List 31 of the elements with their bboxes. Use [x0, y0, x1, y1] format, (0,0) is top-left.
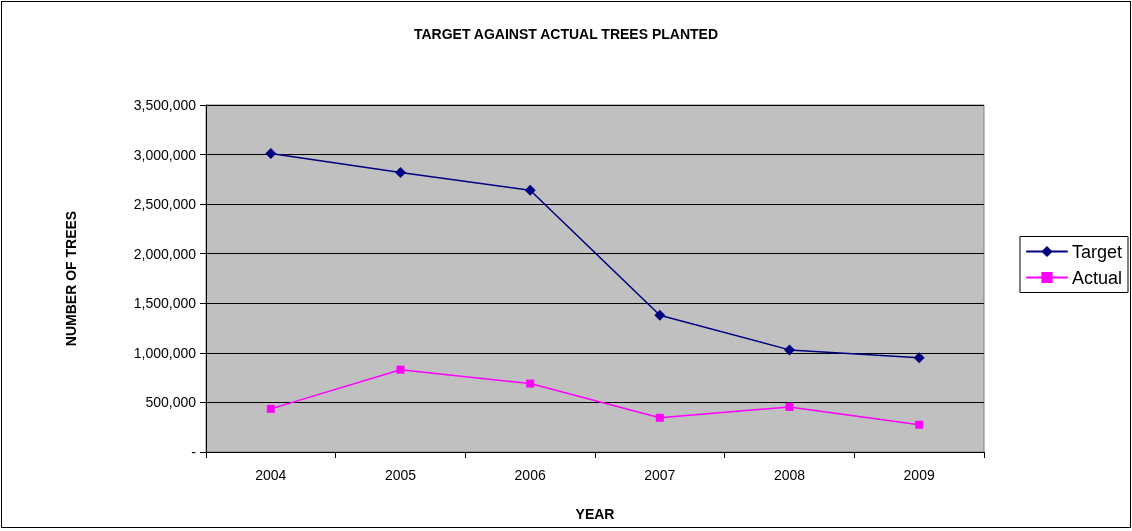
x-tick-label: 2005: [384, 467, 417, 483]
legend-label: Target: [1071, 241, 1122, 262]
y-tick-label: 1,500,000: [133, 295, 197, 312]
y-tick-label: 2,500,000: [133, 196, 197, 213]
x-axis-title: YEAR: [575, 506, 615, 522]
point: [915, 420, 924, 429]
point: [655, 413, 664, 422]
chart-title: TARGET AGAINST ACTUAL TREES PLANTED: [413, 26, 719, 42]
point: [785, 402, 794, 411]
x-tick-label: 2008: [773, 467, 806, 483]
y-tick-label: 2,000,000: [133, 245, 197, 262]
legend-label: Actual: [1071, 267, 1122, 288]
y-tick-label: 3,500,000: [133, 97, 197, 113]
y-axis-title: NUMBER OF TREES: [63, 210, 79, 347]
point: [396, 365, 405, 374]
y-tick-label: -: [191, 444, 197, 460]
point: [913, 352, 925, 364]
y-tick-label: 1,000,000: [133, 344, 197, 361]
x-tick-label: 2009: [903, 467, 935, 483]
point: [524, 184, 536, 196]
point: [784, 344, 795, 356]
x-tick-label: 2004: [255, 467, 287, 483]
point: [265, 148, 277, 160]
x-tick-label: 2007: [644, 467, 676, 483]
point: [654, 309, 666, 321]
x-tick-label: 2006: [514, 467, 546, 483]
point: [526, 379, 535, 388]
y-tick-label: 500,000: [145, 394, 197, 411]
y-tick-label: 3,000,000: [133, 146, 197, 163]
point: [266, 404, 275, 413]
point: [395, 166, 406, 178]
